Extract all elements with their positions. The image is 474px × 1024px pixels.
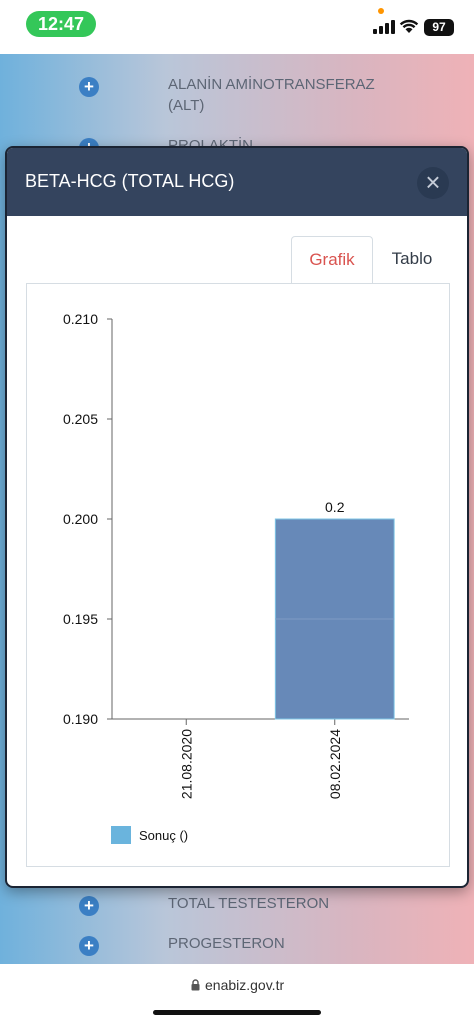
browser-url-bar: enabiz.gov.tr bbox=[0, 964, 474, 1024]
expand-plus-icon[interactable]: + bbox=[79, 896, 99, 916]
list-item-label-line2: (ALT) bbox=[168, 97, 205, 114]
result-modal: BETA-HCG (TOTAL HCG) × Grafik Tablo 0.19… bbox=[5, 146, 469, 888]
list-item-label: PROGESTERON bbox=[168, 935, 285, 952]
x-tick-label: 21.08.2020 bbox=[178, 729, 194, 799]
url-text[interactable]: enabiz.gov.tr bbox=[205, 977, 285, 993]
expand-plus-icon[interactable]: + bbox=[79, 77, 99, 97]
y-tick-label: 0.190 bbox=[63, 711, 98, 727]
data-label: 0.2 bbox=[325, 499, 345, 515]
tab-tablo[interactable]: Tablo bbox=[391, 249, 433, 268]
y-tick-label: 0.210 bbox=[63, 311, 98, 327]
list-item-label: TOTAL TESTESTERON bbox=[168, 895, 330, 912]
legend-swatch bbox=[111, 826, 131, 844]
status-time: 12:47 bbox=[26, 11, 96, 37]
modal-header: BETA-HCG (TOTAL HCG) × bbox=[7, 148, 467, 216]
home-indicator[interactable] bbox=[153, 1010, 321, 1015]
bar-chart: 0.190 0.195 0.200 0.205 0.210 21.08.2020 08.02… bbox=[63, 311, 409, 844]
legend-label: Sonuç () bbox=[139, 828, 188, 843]
cellular-signal-icon bbox=[373, 20, 395, 34]
y-tick-label: 0.205 bbox=[63, 411, 98, 427]
status-bar: 12:47 97 bbox=[0, 0, 474, 54]
lock-icon bbox=[191, 979, 200, 991]
modal-title: BETA-HCG (TOTAL HCG) bbox=[25, 171, 235, 191]
close-button[interactable]: × bbox=[417, 167, 449, 199]
tab-grafik[interactable]: Grafik bbox=[291, 236, 373, 284]
chart-panel: 0.190 0.195 0.200 0.205 0.210 21.08.2020 08.02… bbox=[26, 283, 450, 867]
wifi-icon bbox=[399, 19, 419, 33]
x-tick-label: 08.02.2024 bbox=[327, 729, 343, 799]
list-item-label-line1: ALANİN AMİNOTRANSFERAZ bbox=[168, 76, 375, 93]
y-tick-label: 0.200 bbox=[63, 511, 98, 527]
expand-plus-icon[interactable]: + bbox=[79, 936, 99, 956]
mic-indicator-icon bbox=[378, 8, 384, 14]
y-tick-label: 0.195 bbox=[63, 611, 98, 627]
battery-indicator: 97 bbox=[424, 19, 454, 36]
